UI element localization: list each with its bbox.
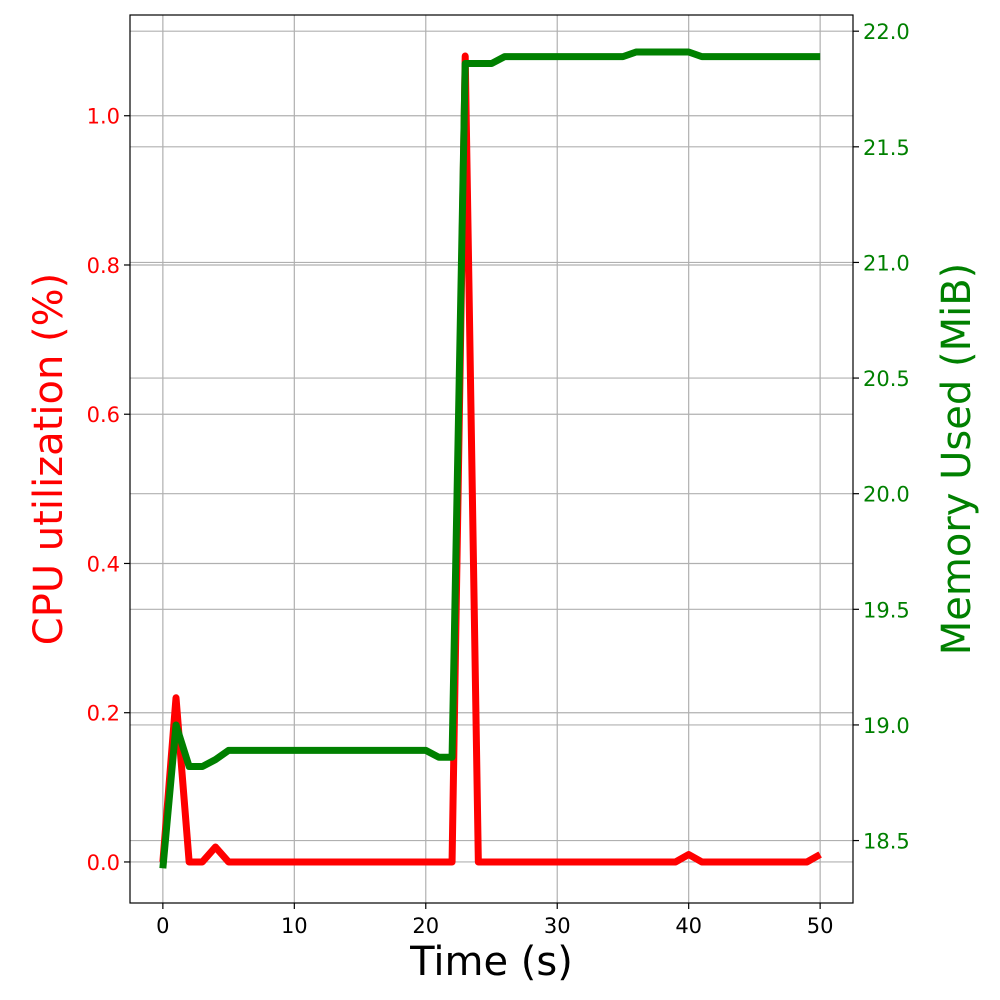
plot-area-frame (129, 14, 854, 904)
y-right-tick-label: 21.5 (863, 136, 910, 160)
y-right-tick-label: 21.0 (863, 251, 910, 275)
y-left-tick-label: 0.0 (87, 851, 120, 875)
y-left-tick-label: 0.4 (87, 552, 120, 576)
grid (130, 15, 853, 903)
y-right-tick-label: 19.5 (863, 598, 910, 622)
x-tick-label: 50 (807, 914, 834, 938)
y-right-tick-label: 18.5 (863, 830, 910, 854)
y-right-axis-title: Memory Used (MiB) (934, 263, 980, 656)
cpu-utilization-line (159, 52, 822, 866)
y-left-tick-label: 0.6 (87, 403, 120, 427)
x-tick-label: 10 (281, 914, 308, 938)
series-lines (159, 48, 822, 869)
y-right-tick-label: 20.5 (863, 367, 910, 391)
x-tick-label: 0 (156, 914, 169, 938)
y-right-tick-label: 20.0 (863, 483, 910, 507)
y-right-tick-label: 19.0 (863, 714, 910, 738)
y-right-tick-label: 22.0 (863, 20, 910, 44)
x-tick-label: 30 (544, 914, 571, 938)
x-axis-title: Time (s) (409, 939, 573, 985)
y-left-axis-title: CPU utilization (%) (26, 273, 72, 645)
memory-used-line (159, 48, 821, 869)
y-left-tick-label: 0.2 (87, 702, 120, 726)
y-left-tick-label: 0.8 (87, 254, 120, 278)
x-tick-label: 40 (675, 914, 702, 938)
axis-ticks: 0 10 20 30 40 50 0.0 0.2 0.4 0.6 0.8 1.0 18.5 19.0 19.… (87, 20, 910, 938)
x-tick-label: 20 (412, 914, 439, 938)
y-left-tick-label: 1.0 (87, 105, 120, 129)
